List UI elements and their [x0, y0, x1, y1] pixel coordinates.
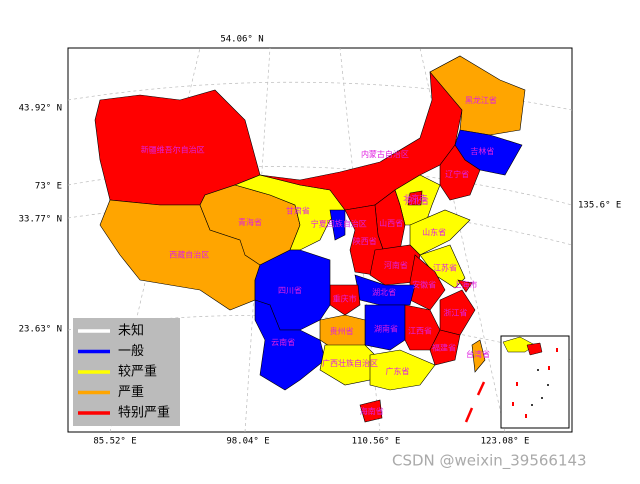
province-label: 云南省: [271, 337, 295, 347]
province-label: 贵州省: [330, 326, 354, 336]
province: [457, 279, 473, 293]
province-label: 西藏自治区: [169, 250, 209, 260]
lon-label: 85.52° E: [93, 437, 136, 447]
province-label: 甘肃省: [286, 205, 310, 215]
province-label: 江西省: [408, 325, 432, 335]
regions: [94, 55, 526, 423]
province-label: 湖南省: [374, 324, 398, 334]
province-label: 湖北省: [372, 287, 396, 297]
legend-label: 严重: [118, 384, 144, 400]
province-label: 吉林省: [470, 146, 494, 156]
lon-label: 123.08° E: [481, 437, 530, 447]
province: [471, 339, 486, 373]
lat-label: 23.63° N: [19, 325, 62, 335]
lat-label: 43.92° N: [19, 104, 62, 114]
province: [254, 249, 331, 331]
province: [359, 399, 383, 423]
province-label: 重庆市: [333, 294, 357, 304]
province-label: 新疆维吾尔自治区: [141, 145, 205, 155]
province-label: 辽宁省: [445, 169, 469, 179]
province: [429, 329, 461, 366]
province-label: 江苏省: [433, 263, 457, 273]
province-label: 内蒙古自治区: [361, 149, 409, 159]
province: [259, 55, 463, 211]
province-label: 浙江省: [443, 308, 467, 318]
lon-label: 98.04° E: [226, 437, 269, 447]
lat-label: 33.77° N: [19, 215, 62, 225]
province-label: 宁夏回族自治区: [311, 218, 367, 228]
province-label: 河南省: [384, 260, 408, 270]
lat-label: 54.06° N: [220, 35, 263, 45]
province-label: 广西壮族自治区: [322, 358, 378, 368]
province-label: 四川省: [278, 285, 302, 295]
legend-label: 一般: [118, 343, 144, 359]
lon-label: 73° E: [35, 182, 62, 192]
province-label: 黑龙江省: [465, 95, 497, 105]
province: [429, 55, 526, 136]
province-label: 广东省: [386, 366, 410, 376]
province-label: 台湾省: [466, 349, 490, 359]
province: [354, 274, 416, 306]
legend-label: 较严重: [118, 364, 157, 380]
lon-label: 110.56° E: [352, 437, 401, 447]
province-label: 福建省: [432, 343, 456, 353]
province-label: 山东省: [422, 227, 446, 237]
province-label: 山西省: [379, 218, 403, 228]
province: [329, 209, 346, 241]
legend-label: 特别严重: [118, 405, 170, 421]
lon-label: 135.6° E: [578, 201, 621, 211]
province-label: 河北省: [405, 196, 429, 206]
south-sea-dashes: [464, 381, 486, 423]
province: [369, 349, 436, 391]
province-label: 北京市: [403, 193, 427, 203]
legend-label: 未知: [118, 323, 144, 339]
province-label: 安徽省: [412, 279, 436, 289]
province: [439, 144, 481, 201]
province-label: 海南省: [360, 406, 384, 416]
province: [439, 289, 476, 336]
province-label: 上海市: [453, 280, 477, 290]
province: [407, 190, 423, 206]
province-label: 陕西省: [353, 236, 377, 246]
province-label: 青海省: [238, 217, 262, 227]
watermark: CSDN @weixin_39566143: [392, 452, 587, 471]
inset-map: [502, 336, 558, 418]
province: [254, 299, 326, 391]
